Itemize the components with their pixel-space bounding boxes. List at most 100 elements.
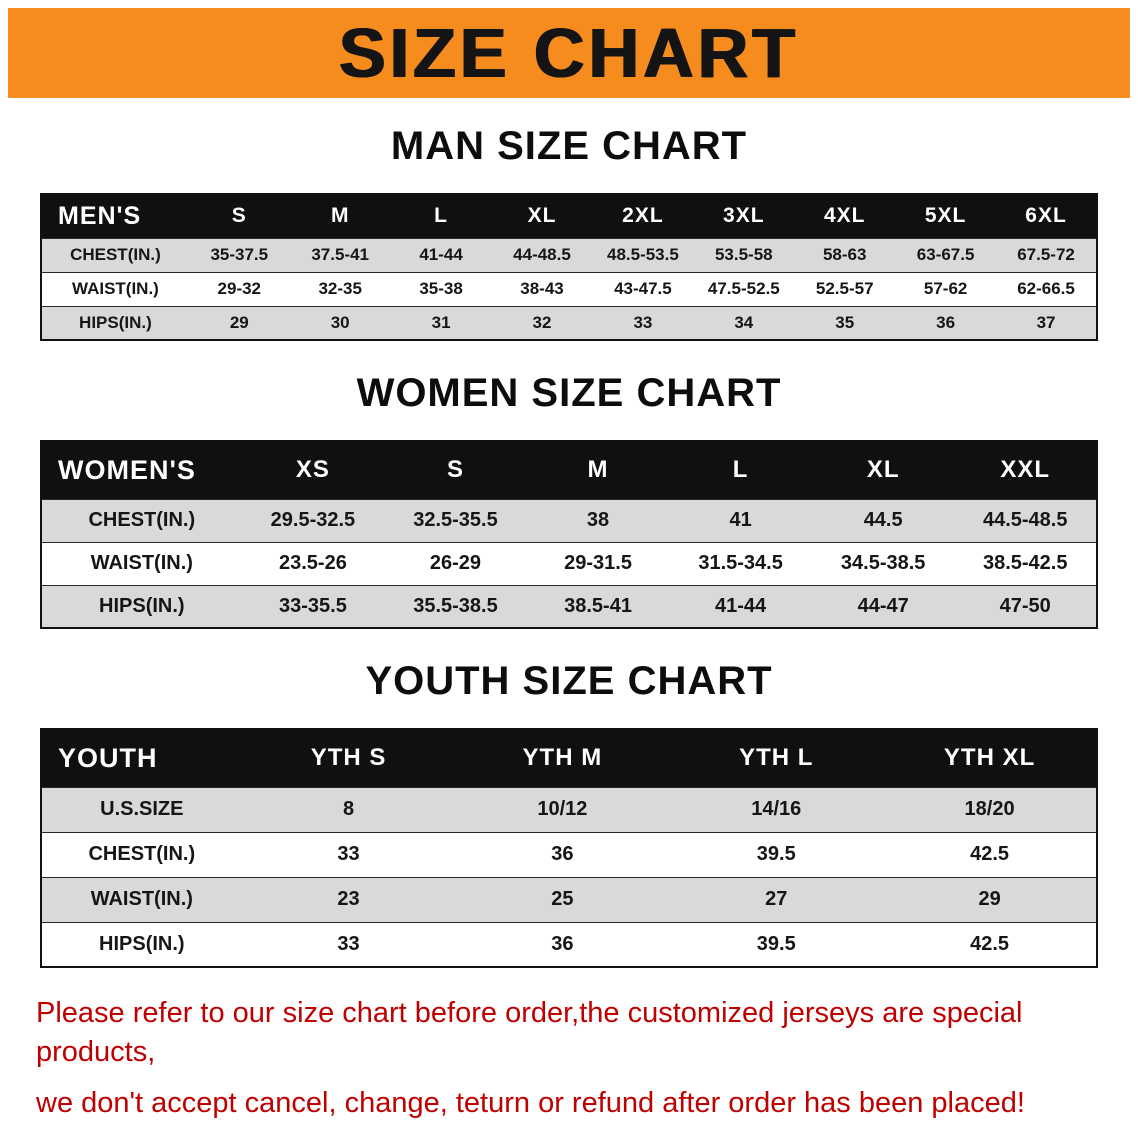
size-cell: 32.5-35.5 [413, 509, 498, 531]
row-label: WAIST(IN.) [90, 552, 193, 574]
size-cell: 36 [551, 932, 574, 955]
table-row: HIPS(IN.) 29 30 31 32 33 34 35 36 37 [41, 306, 1097, 340]
size-chart-page: SIZE CHART MAN SIZE CHART MEN'S S M L XL 2XL 3… [0, 8, 1138, 1132]
size-cell: 43-47.5 [614, 279, 672, 298]
size-cell: 27 [765, 888, 788, 910]
size-column-header: XL [491, 194, 593, 238]
size-cell: 41-44 [419, 245, 463, 264]
size-cell: 38.5-41 [564, 594, 632, 617]
size-cell: 63-67.5 [916, 245, 975, 264]
size-cell: 29.5-32.5 [270, 509, 356, 531]
table-row: WAIST(IN.) 29-32 32-35 35-38 38-43 43-47.5 47.… [41, 272, 1097, 306]
size-cell: 57-62 [923, 279, 968, 298]
size-cell: 33 [633, 312, 653, 332]
size-column-header: YTH L [669, 729, 884, 787]
row-label: CHEST(IN.) [70, 245, 161, 264]
size-cell: 33 [337, 932, 360, 955]
size-cell: 37.5-41 [311, 245, 370, 264]
table-row: HIPS(IN.) 33-35.5 35.5-38.5 38.5-41 41-44 44-… [41, 585, 1097, 628]
row-label: U.S.SIZE [100, 798, 184, 820]
size-column-header: S [384, 441, 527, 499]
table-row: HIPS(IN.) 33 36 39.5 42.5 [41, 922, 1097, 967]
size-cell: 67.5-72 [1017, 245, 1075, 264]
size-cell: 38.5-42.5 [982, 552, 1068, 574]
size-column-header: 4XL [794, 194, 896, 238]
size-cell: 35-37.5 [210, 245, 269, 264]
size-cell: 8 [342, 798, 355, 820]
size-cell: 32 [532, 312, 552, 332]
youth-section: YOUTH SIZE CHART YOUTH YTH S YTH M YTH L YTH… [0, 659, 1138, 968]
size-column-header: YTH XL [883, 729, 1097, 787]
size-cell: 47-50 [999, 594, 1051, 617]
men-section-heading: MAN SIZE CHART [390, 124, 748, 168]
size-cell: 36 [551, 843, 574, 865]
youth-section-heading: YOUTH SIZE CHART [365, 659, 773, 703]
size-cell: 44.5-48.5 [982, 509, 1068, 531]
table-header-row: WOMEN'S XS S M L XL XXL [41, 441, 1097, 499]
size-cell: 29-32 [217, 279, 262, 298]
disclaimer-line-1: Please refer to our size chart before or… [36, 997, 1023, 1069]
size-cell: 39.5 [756, 932, 796, 955]
row-label: CHEST(IN.) [88, 843, 196, 865]
size-cell: 33 [337, 843, 360, 865]
size-cell: 44-48.5 [513, 245, 571, 264]
size-cell: 44.5 [863, 509, 903, 531]
table-row: CHEST(IN.) 35-37.5 37.5-41 41-44 44-48.5 48.5… [41, 238, 1097, 272]
size-column-header: YTH M [455, 729, 670, 787]
women-section-heading: WOMEN SIZE CHART [356, 371, 782, 415]
row-label: CHEST(IN.) [88, 509, 196, 531]
women-section: WOMEN SIZE CHART WOMEN'S XS S M L XL XXL CHEST(… [0, 371, 1138, 629]
size-column-header: S [188, 194, 290, 238]
size-cell: 25 [551, 888, 574, 910]
size-cell: 34.5-38.5 [840, 552, 926, 574]
row-label: HIPS(IN.) [99, 932, 185, 955]
size-cell: 39.5 [756, 843, 796, 865]
men-section: MAN SIZE CHART MEN'S S M L XL 2XL 3XL 4XL 5XL 6XL… [0, 124, 1138, 341]
size-cell: 41 [729, 509, 752, 531]
size-cell: 33-35.5 [278, 594, 347, 617]
size-column-header: 3XL [693, 194, 795, 238]
table-row: WAIST(IN.) 23 25 27 29 [41, 877, 1097, 922]
size-cell: 29 [229, 312, 249, 332]
table-row: CHEST(IN.) 29.5-32.5 32.5-35.5 38 41 44.5 44.5… [41, 499, 1097, 542]
size-cell: 42.5 [970, 932, 1010, 955]
size-column-header: YTH S [241, 729, 456, 787]
size-cell: 58-63 [822, 245, 867, 264]
table-title-cell: YOUTH [41, 729, 242, 787]
size-cell: 37 [1036, 312, 1056, 332]
size-cell: 18/20 [964, 798, 1015, 820]
row-label: HIPS(IN.) [79, 312, 152, 332]
size-cell: 14/16 [751, 798, 802, 820]
size-column-header: M [289, 194, 391, 238]
size-cell: 23 [337, 888, 360, 910]
size-cell: 35.5-38.5 [413, 594, 498, 617]
size-cell: 31 [431, 312, 451, 332]
size-cell: 30 [330, 312, 350, 332]
size-cell: 23.5-26 [278, 552, 347, 574]
disclaimer: Please refer to our size chart before or… [0, 994, 1138, 1123]
size-column-header: M [526, 441, 670, 499]
table-header-row: MEN'S S M L XL 2XL 3XL 4XL 5XL 6XL [41, 194, 1097, 238]
size-cell: 29-31.5 [564, 552, 632, 574]
size-column-header: L [390, 194, 492, 238]
youth-size-table: YOUTH YTH S YTH M YTH L YTH XL U.S.SIZE 8 10/12… [40, 728, 1098, 968]
size-column-header: XL [811, 441, 955, 499]
size-cell: 32-35 [318, 279, 362, 298]
size-column-header: 5XL [895, 194, 997, 238]
table-row: CHEST(IN.) 33 36 39.5 42.5 [41, 832, 1097, 877]
size-column-header: 6XL [996, 194, 1097, 238]
size-cell: 38-43 [520, 279, 564, 298]
table-row: WAIST(IN.) 23.5-26 26-29 29-31.5 31.5-34.5 34… [41, 542, 1097, 585]
size-column-header: L [669, 441, 812, 499]
size-cell: 31.5-34.5 [698, 552, 783, 574]
banner: SIZE CHART [8, 8, 1130, 98]
size-column-header: XXL [954, 441, 1097, 499]
table-header-row: YOUTH YTH S YTH M YTH L YTH XL [41, 729, 1097, 787]
size-cell: 35-38 [419, 279, 463, 298]
size-cell: 48.5-53.5 [606, 245, 679, 264]
size-cell: 34 [734, 312, 754, 332]
page-title: SIZE CHART [339, 14, 799, 92]
disclaimer-line-2: we don't accept cancel, change, teturn o… [36, 1087, 1025, 1120]
size-cell: 52.5-57 [815, 279, 874, 298]
table-title-cell: WOMEN'S [41, 441, 242, 499]
